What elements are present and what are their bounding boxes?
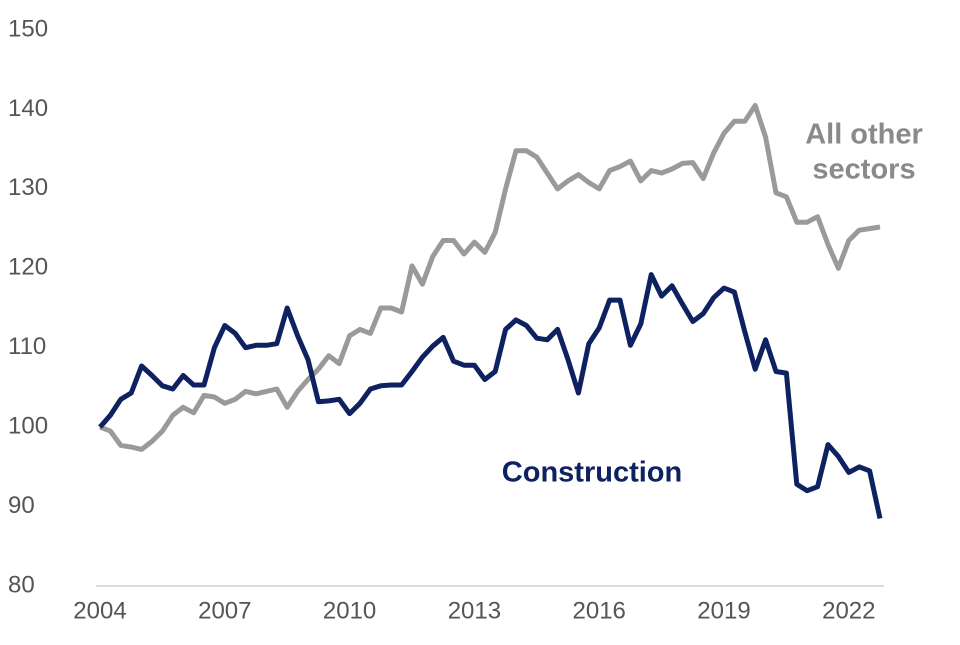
y-tick-label: 150 <box>8 15 48 42</box>
y-tick-label: 110 <box>8 333 46 360</box>
y-tick-label: 120 <box>8 254 48 281</box>
x-tick-label: 2004 <box>73 597 126 624</box>
y-tick-label: 130 <box>8 174 48 201</box>
x-tick-label: 2019 <box>697 597 750 624</box>
series-line <box>98 272 883 520</box>
x-tick-label: 2022 <box>822 597 875 624</box>
annotation: Construction <box>502 457 682 489</box>
x-tick-label: 2016 <box>573 597 626 624</box>
x-tick-label: 2007 <box>198 597 251 624</box>
annotation: sectors <box>812 154 915 186</box>
annotation: All other <box>805 119 923 151</box>
series-line <box>99 103 881 452</box>
y-tick-label: 140 <box>8 95 48 122</box>
x-tick-label: 2013 <box>448 597 501 624</box>
y-tick-label: 90 <box>8 492 35 519</box>
x-tick-label: 2010 <box>323 597 376 624</box>
y-tick-label: 80 <box>8 571 35 598</box>
y-tick-label: 100 <box>8 412 48 439</box>
